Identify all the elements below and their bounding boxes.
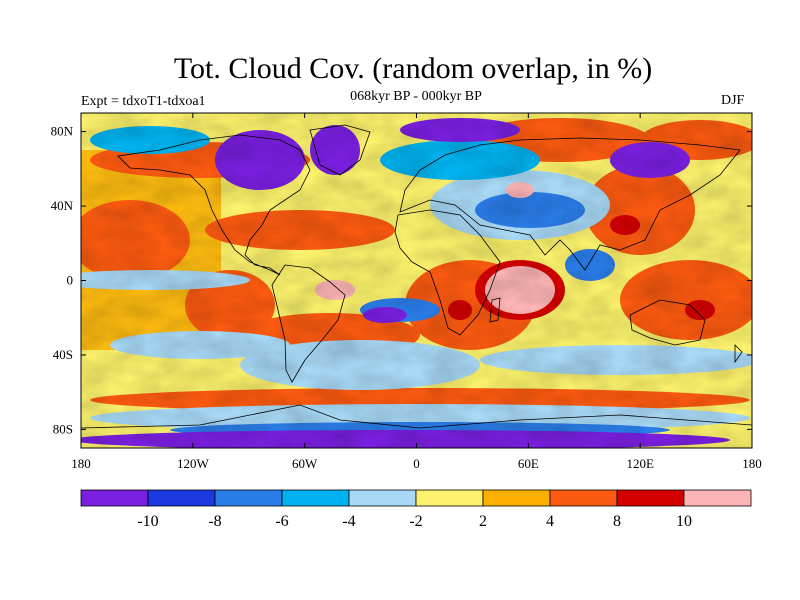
lat-tick-label: 80S	[53, 421, 73, 436]
lon-tick-label: 0	[413, 456, 420, 471]
lon-tick-label: 120W	[177, 456, 210, 471]
season-label: DJF	[721, 93, 745, 108]
cloud-cover-field	[81, 113, 752, 448]
colorbar-swatch	[348, 489, 417, 507]
colorbar-swatch	[80, 489, 149, 507]
lat-tick-label: 0	[67, 273, 74, 288]
colorbar-swatch	[683, 489, 752, 507]
coastline-australia	[629, 299, 706, 346]
colorbar-swatch	[214, 489, 283, 507]
colorbar-swatch	[415, 489, 484, 507]
lat-tick-label: 80N	[51, 124, 74, 139]
coastlines	[81, 124, 752, 429]
lat-tick-label: 40S	[53, 347, 73, 362]
colorbar-label: -2	[409, 513, 422, 530]
colorbar-label: -8	[208, 513, 221, 530]
colorbar-label: -4	[342, 513, 355, 530]
coastline-greenland	[309, 124, 371, 176]
coastline-europe-asia	[399, 137, 741, 271]
colorbar-swatch	[482, 489, 551, 507]
colorbar-label: 8	[613, 513, 621, 530]
longitude-axis: 180 120W 60W 0 60E 120E 180	[71, 113, 762, 471]
coastline-south-america	[271, 264, 346, 383]
colorbar-swatch	[147, 489, 216, 507]
lon-tick-label: 60E	[518, 456, 539, 471]
lon-tick-label: 60W	[292, 456, 318, 471]
colorbar-swatch	[616, 489, 685, 507]
coastline-new-zealand	[734, 344, 743, 364]
experiment-label: Expt = tdxoT1-tdxoa1	[81, 94, 206, 109]
lon-tick-label: 180	[742, 456, 762, 471]
coastline-north-america	[117, 134, 311, 276]
latitude-axis: 80N 40N 0 40S 80S	[51, 124, 752, 436]
map-title: Tot. Cloud Cov. (random overlap, in %)	[173, 52, 653, 85]
colorbar-label: -6	[275, 513, 288, 530]
coastline-madagascar	[489, 297, 501, 323]
lon-tick-label: 180	[71, 456, 91, 471]
colorbar: -10 -8 -6 -4 -2 2 4 8 10	[80, 489, 752, 530]
coastline-antarctica	[81, 404, 752, 429]
colorbar-label: 4	[546, 513, 554, 530]
colorbar-label: -10	[137, 513, 158, 530]
map-subtitle: 068kyr BP - 000kyr BP	[350, 89, 482, 104]
colorbar-swatch	[549, 489, 618, 507]
coastline-africa	[394, 209, 501, 336]
colorbar-label: 10	[676, 513, 692, 530]
colorbar-swatch	[281, 489, 350, 507]
lon-tick-label: 120E	[626, 456, 654, 471]
colorbar-label: 2	[479, 513, 487, 530]
lat-tick-label: 40N	[51, 198, 74, 213]
